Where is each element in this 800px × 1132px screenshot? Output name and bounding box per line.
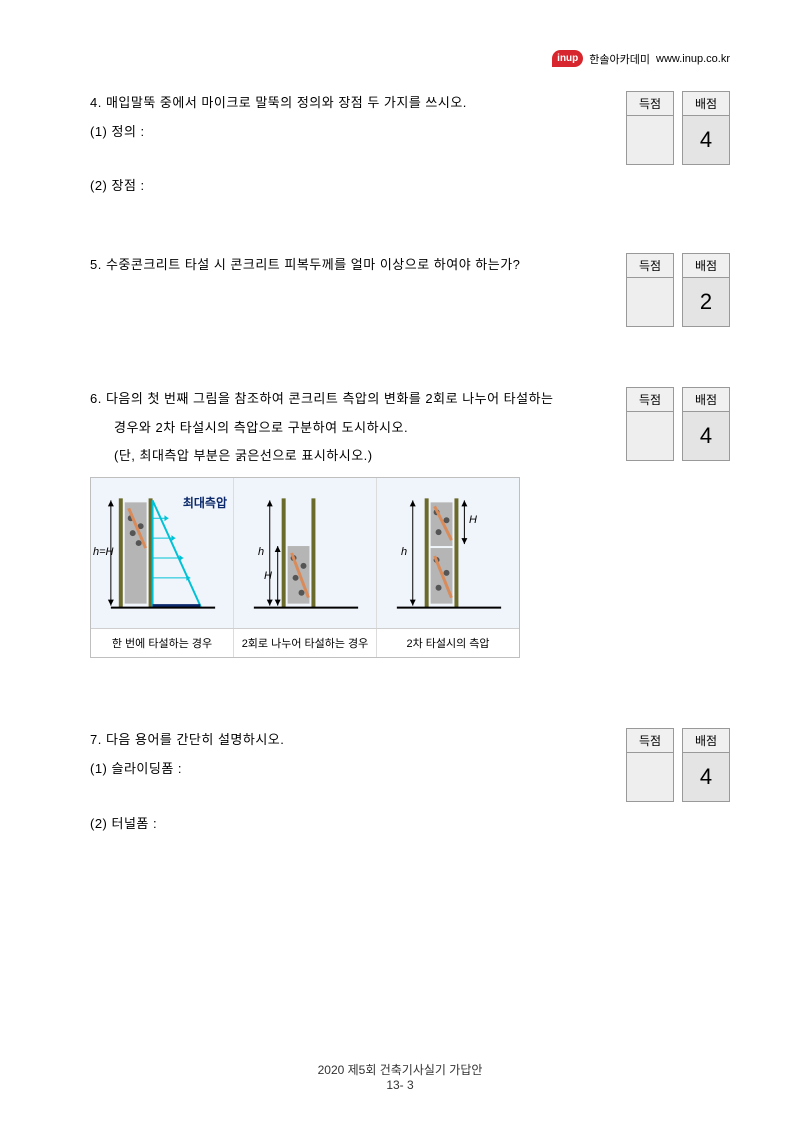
points-value: 4 bbox=[683, 412, 729, 460]
diagram-2-icon bbox=[234, 478, 376, 628]
figure-caption-1: 한 번에 타설하는 경우 bbox=[91, 629, 234, 657]
q6-score: 득점 배점 4 bbox=[626, 387, 730, 461]
q7-sub1: (1) 슬라이딩폼 : bbox=[90, 757, 608, 782]
figure-panel-1: h=H 최대측압 bbox=[91, 478, 234, 628]
score-label: 득점 bbox=[627, 92, 673, 116]
q6-line2: 경우와 2차 타설시의 측압으로 구분하여 도시하시오. bbox=[90, 416, 608, 441]
max-pressure-label: 최대측압 bbox=[183, 494, 227, 511]
q7-score: 득점 배점 4 bbox=[626, 728, 730, 802]
label-h-eq-H: h=H bbox=[93, 546, 114, 558]
points-label: 배점 bbox=[683, 92, 729, 116]
brand-logo: inup 한솔아카데미 www.inup.co.kr bbox=[552, 50, 730, 67]
page-header: inup 한솔아카데미 www.inup.co.kr bbox=[90, 50, 730, 67]
question-4: 4. 매입말뚝 중에서 마이크로 말뚝의 정의와 장점 두 가지를 쓰시오. (… bbox=[90, 91, 730, 203]
label-h: h bbox=[258, 546, 264, 558]
points-label: 배점 bbox=[683, 254, 729, 278]
diagram-3-icon bbox=[377, 478, 519, 628]
score-label: 득점 bbox=[627, 729, 673, 753]
q4-sub1: (1) 정의 : bbox=[90, 120, 608, 145]
footer-page: 13- 3 bbox=[0, 1078, 800, 1092]
q4-text: 4. 매입말뚝 중에서 마이크로 말뚝의 정의와 장점 두 가지를 쓰시오. bbox=[90, 91, 608, 116]
question-6: 6. 다음의 첫 번째 그림을 참조하여 콘크리트 측압의 변화를 2회로 나누… bbox=[90, 387, 730, 658]
points-label: 배점 bbox=[683, 388, 729, 412]
figure-caption-2: 2회로 나누어 타설하는 경우 bbox=[234, 629, 377, 657]
figure-panel-3: h H bbox=[377, 478, 519, 628]
label-h-3: h bbox=[401, 546, 407, 558]
score-value-empty bbox=[627, 412, 673, 460]
q6-figure: h=H 최대측압 bbox=[90, 477, 520, 658]
company-name: 한솔아카데미 bbox=[589, 51, 650, 67]
figure-caption-3: 2차 타설시의 측압 bbox=[377, 629, 519, 657]
q4-score: 득점 배점 4 bbox=[626, 91, 730, 165]
q5-score: 득점 배점 2 bbox=[626, 253, 730, 327]
q7-sub2: (2) 터널폼 : bbox=[90, 812, 608, 837]
score-value-empty bbox=[627, 116, 673, 164]
q4-sub2: (2) 장점 : bbox=[90, 174, 608, 199]
company-url: www.inup.co.kr bbox=[656, 53, 730, 65]
score-label: 득점 bbox=[627, 388, 673, 412]
score-label: 득점 bbox=[627, 254, 673, 278]
q5-text: 5. 수중콘크리트 타설 시 콘크리트 피복두께를 얼마 이상으로 하여야 하는… bbox=[90, 253, 608, 278]
q7-text: 7. 다음 용어를 간단히 설명하시오. bbox=[90, 728, 608, 753]
q6-line1: 6. 다음의 첫 번째 그림을 참조하여 콘크리트 측압의 변화를 2회로 나누… bbox=[90, 387, 608, 412]
label-H: H bbox=[264, 570, 272, 582]
q6-line3: (단, 최대측압 부분은 굵은선으로 표시하시오.) bbox=[90, 444, 608, 469]
points-value: 2 bbox=[683, 278, 729, 326]
points-label: 배점 bbox=[683, 729, 729, 753]
figure-panel-2: h H bbox=[234, 478, 377, 628]
score-value-empty bbox=[627, 753, 673, 801]
score-value-empty bbox=[627, 278, 673, 326]
page-footer: 2020 제5회 건축기사실기 가답안 13- 3 bbox=[0, 1061, 800, 1092]
points-value: 4 bbox=[683, 116, 729, 164]
label-H-3: H bbox=[469, 514, 477, 526]
question-7: 7. 다음 용어를 간단히 설명하시오. (1) 슬라이딩폼 : (2) 터널폼… bbox=[90, 728, 730, 840]
inup-logo-icon: inup bbox=[552, 50, 583, 67]
points-value: 4 bbox=[683, 753, 729, 801]
footer-title: 2020 제5회 건축기사실기 가답안 bbox=[0, 1061, 800, 1078]
question-5: 5. 수중콘크리트 타설 시 콘크리트 피복두께를 얼마 이상으로 하여야 하는… bbox=[90, 253, 730, 327]
